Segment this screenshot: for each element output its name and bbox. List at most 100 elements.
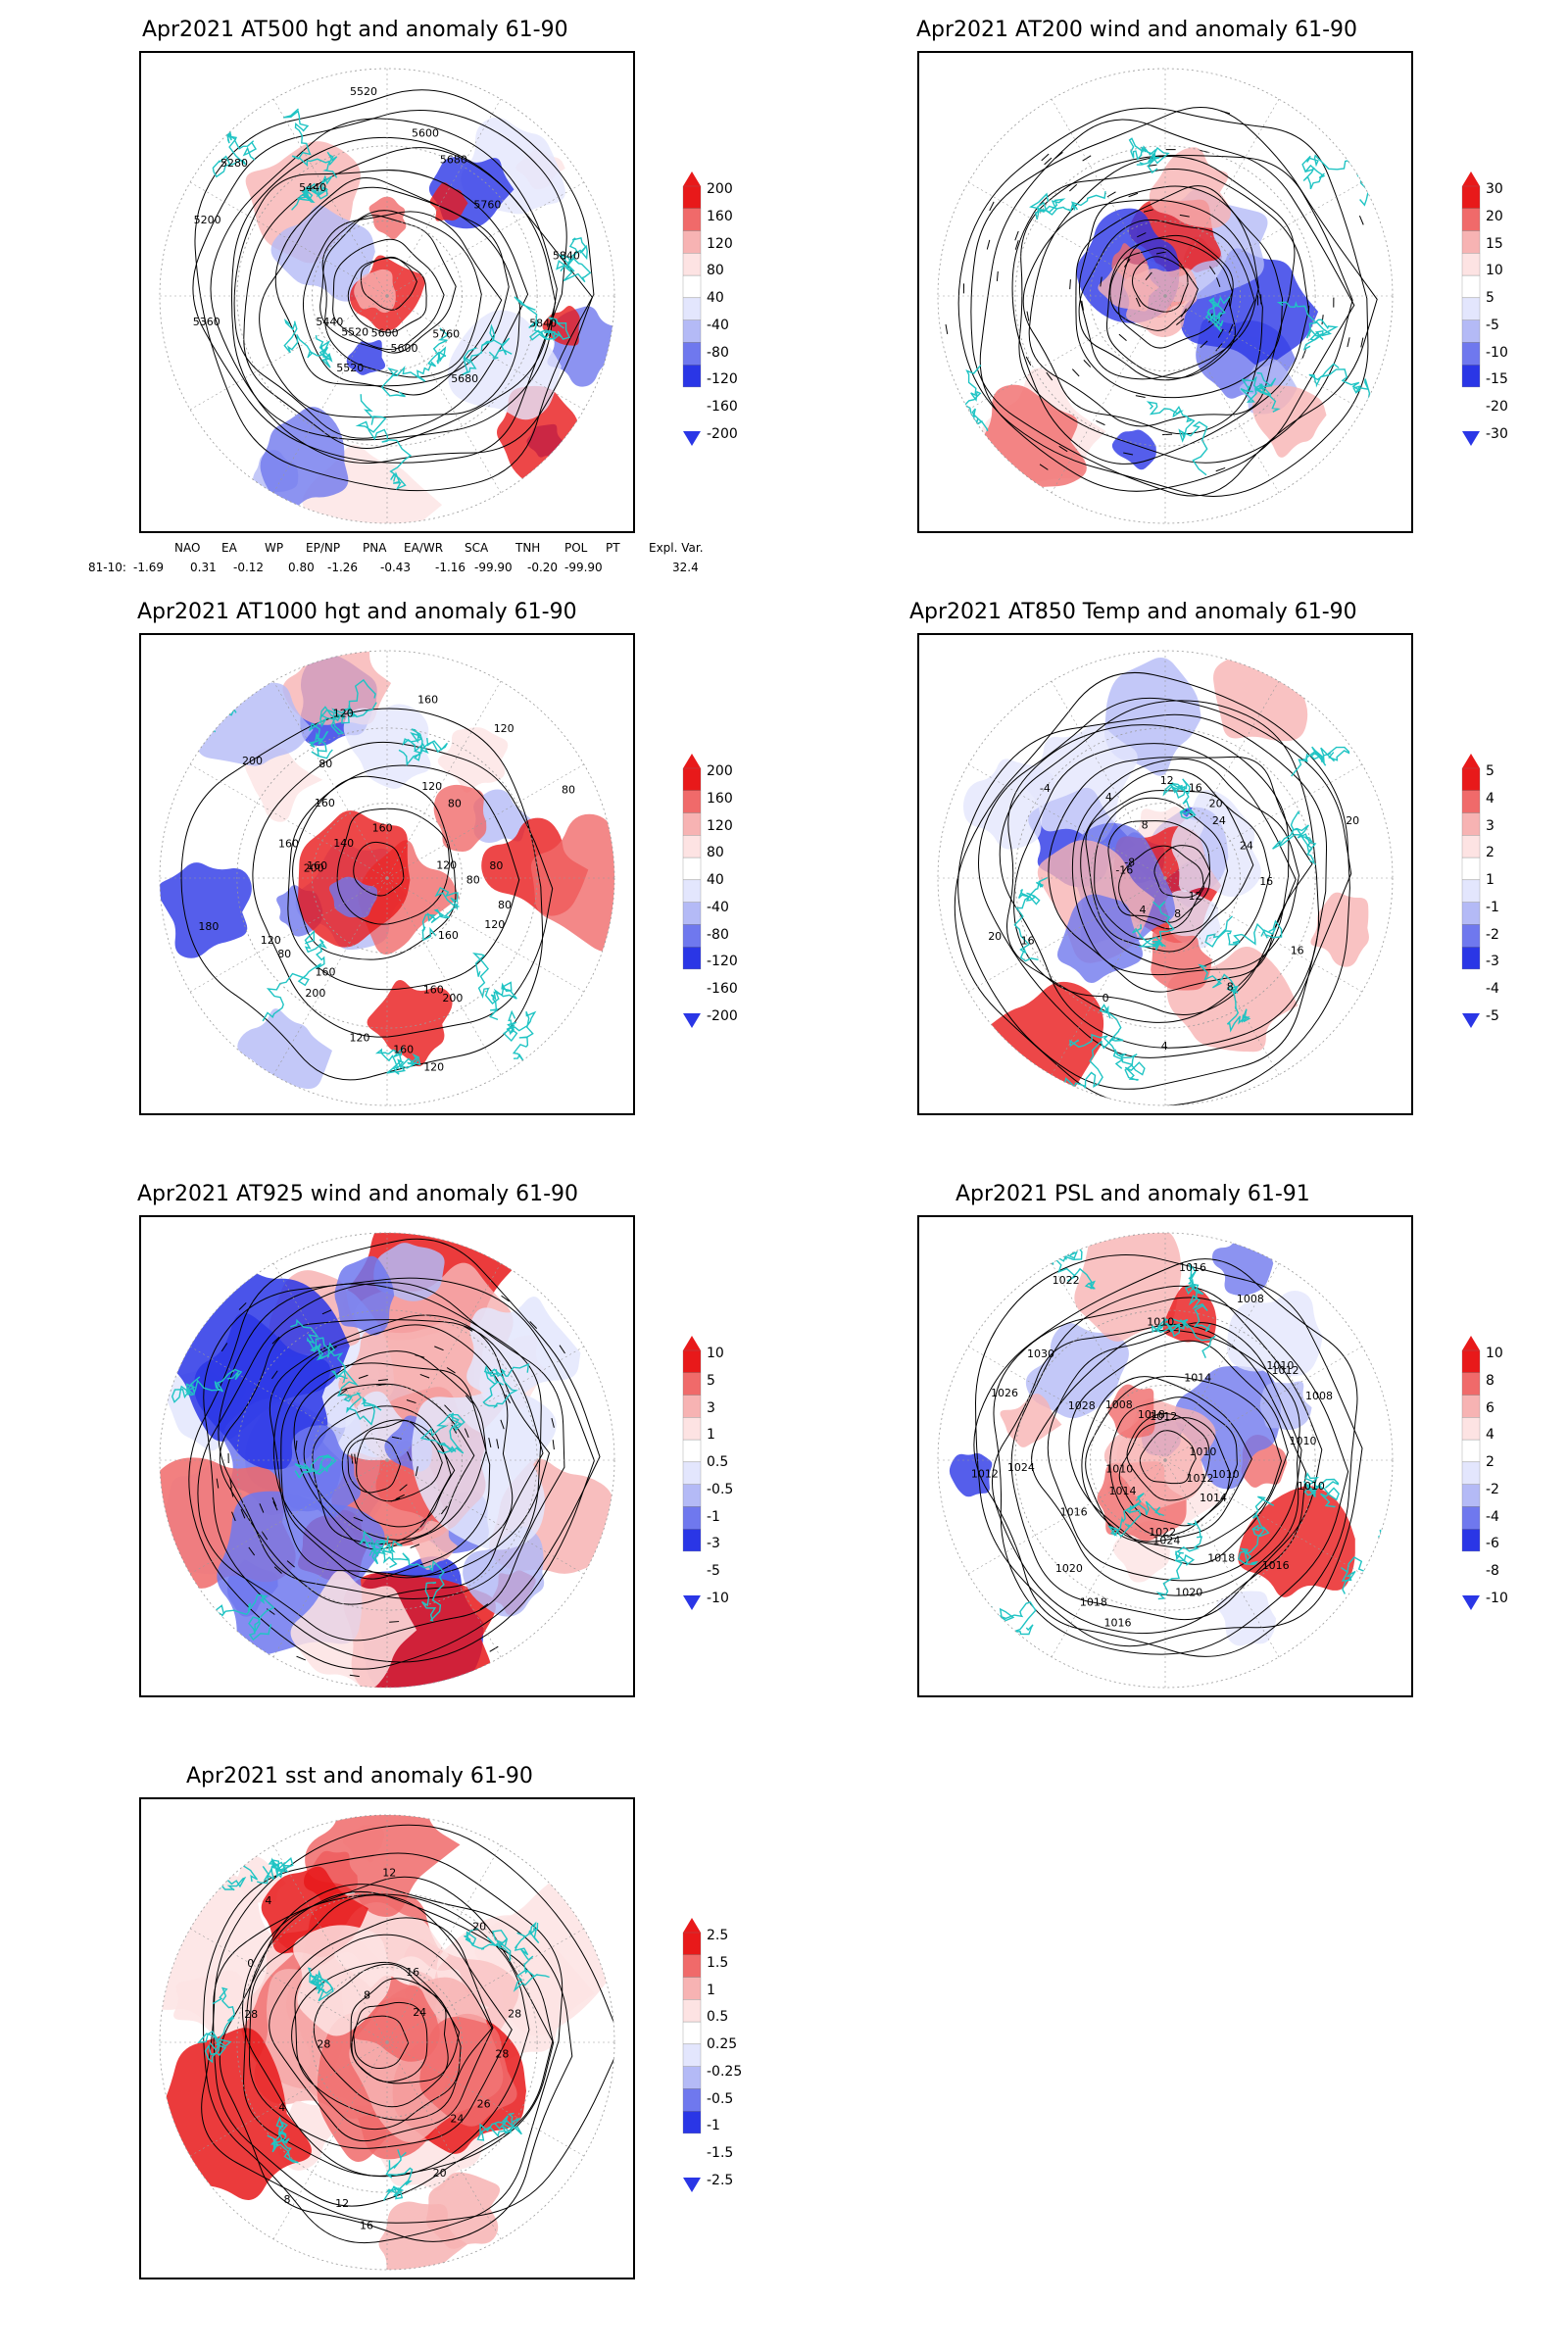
anomaly-shading bbox=[290, 1570, 417, 1688]
contour-line bbox=[197, 1282, 565, 1642]
colorbar-label: 0.25 bbox=[707, 2036, 738, 2053]
colorbar-swatch bbox=[682, 1932, 702, 1955]
map-at200 bbox=[917, 51, 1413, 533]
contour-label: 120 bbox=[484, 918, 505, 931]
colorbar-label: 5 bbox=[1486, 763, 1494, 779]
contour-line bbox=[351, 2001, 428, 2082]
map-content bbox=[160, 651, 614, 1090]
contour-line bbox=[313, 1963, 449, 2108]
contour-label: 20 bbox=[988, 930, 1002, 943]
contour-line bbox=[1031, 1329, 1300, 1596]
meridian-line bbox=[272, 295, 388, 494]
colorbar-label: 1 bbox=[707, 1982, 715, 1998]
wind-streamline bbox=[407, 1451, 412, 1461]
map-at1000: 80 80 120 160 200 160 120 160 120 200 160 80 120 180 2… bbox=[139, 633, 635, 1115]
contour-label: 200 bbox=[442, 992, 463, 1004]
coastline bbox=[1204, 296, 1231, 332]
contour-label: 120 bbox=[350, 1032, 370, 1045]
colorbar-swatch bbox=[1461, 835, 1481, 858]
map-content bbox=[160, 1815, 614, 2270]
contour-label: 160 bbox=[372, 821, 393, 834]
colorbar-label: 3 bbox=[1486, 817, 1494, 834]
contour-label: 1014 bbox=[1184, 1372, 1211, 1385]
polar-map-svg: 8080120160200160120160120200160801201802… bbox=[159, 650, 615, 1106]
contour-label: 4 bbox=[1105, 791, 1112, 804]
contour-label: 16 bbox=[1291, 945, 1304, 957]
meridian-line bbox=[1051, 877, 1166, 1076]
contour-line bbox=[1081, 1376, 1252, 1543]
contour-line bbox=[188, 1238, 601, 1670]
contour-line bbox=[1118, 237, 1234, 349]
contour-label: 1010 bbox=[1212, 1468, 1240, 1481]
colorbar-swatch bbox=[1461, 297, 1481, 320]
colorbar-psl: 10 8 6 4 2 -2 -4 -6 -8 -10 bbox=[1460, 1336, 1529, 1610]
anomaly-shading bbox=[1310, 892, 1369, 967]
latitude-circle bbox=[236, 1891, 538, 2193]
contour-label: 80 bbox=[562, 784, 575, 797]
contour-label: 160 bbox=[417, 694, 438, 707]
coastline bbox=[1198, 963, 1251, 1033]
contour-line bbox=[1132, 256, 1189, 313]
meridian-line bbox=[386, 877, 585, 993]
colorbar-swatch bbox=[682, 1417, 702, 1441]
anomaly-shading bbox=[328, 876, 378, 918]
colorbar-label: -3 bbox=[1486, 954, 1499, 970]
contour-line bbox=[1075, 185, 1284, 399]
colorbar-label: 6 bbox=[1486, 1399, 1494, 1416]
wind-streamline bbox=[500, 1419, 505, 1430]
contour-label: 28 bbox=[317, 2038, 330, 2051]
contour-line bbox=[973, 1258, 1358, 1657]
contour-label: 160 bbox=[393, 1044, 414, 1056]
contour-label: 1010 bbox=[1147, 1315, 1174, 1328]
wind-streamline bbox=[1358, 215, 1364, 225]
coastline bbox=[514, 296, 570, 342]
colorbar-swatch bbox=[682, 1439, 702, 1462]
contour-line bbox=[1022, 199, 1263, 435]
index-row-label: 81-10: bbox=[88, 561, 126, 574]
contour-label: 8 bbox=[1174, 907, 1181, 920]
contour-line bbox=[293, 1350, 487, 1550]
colorbar-label: 200 bbox=[707, 181, 733, 197]
contour-label: -4 bbox=[1040, 782, 1051, 795]
coastline bbox=[307, 1967, 334, 2002]
contour-label: 1010 bbox=[1189, 1446, 1216, 1458]
coastline bbox=[1146, 401, 1208, 476]
colorbar-label: 160 bbox=[707, 790, 733, 807]
anomaly-shading bbox=[1238, 1486, 1355, 1597]
wind-streamline bbox=[989, 201, 995, 212]
wind-streamline bbox=[1025, 356, 1032, 367]
colorbar-arrow-bottom bbox=[683, 1013, 701, 1028]
contour-line bbox=[230, 136, 593, 465]
wind-streamline bbox=[1155, 251, 1166, 255]
contour-label: 80 bbox=[466, 873, 480, 886]
wind-streamline bbox=[272, 1500, 278, 1511]
colorbar-swatch bbox=[682, 812, 702, 836]
contour-line bbox=[1085, 790, 1254, 953]
wind-streamline bbox=[349, 1674, 360, 1678]
wind-streamline bbox=[1180, 308, 1187, 318]
colorbar-svg bbox=[682, 1336, 702, 1610]
colorbar-label: -3 bbox=[707, 1536, 720, 1552]
index-value-pna: -1.26 bbox=[327, 561, 359, 574]
wind-streamline bbox=[220, 1343, 228, 1352]
contour-label: 20 bbox=[1209, 798, 1223, 810]
meridian-line bbox=[1164, 763, 1363, 879]
contour-line bbox=[1107, 820, 1211, 923]
colorbar-label: -10 bbox=[707, 1591, 729, 1606]
colorbar-label: 10 bbox=[1486, 263, 1503, 279]
map-sst: 28 26 24 20 16 12 8 4 28 28 0 4 8 12 16 20 24 28 bbox=[139, 1797, 635, 2279]
wind-streamline bbox=[996, 270, 999, 281]
colorbar-swatch bbox=[682, 1372, 702, 1396]
meridian-line bbox=[386, 2041, 502, 2240]
wind-streamline bbox=[1118, 333, 1127, 342]
coastline bbox=[262, 929, 327, 1022]
meridian-line bbox=[386, 680, 502, 879]
colorbar-swatch bbox=[1461, 319, 1481, 343]
contour-label: 1016 bbox=[1104, 1617, 1132, 1630]
colorbar-swatch bbox=[682, 1529, 702, 1552]
contour-line bbox=[203, 1277, 595, 1663]
colorbar-label: -40 bbox=[707, 317, 729, 333]
coastline bbox=[1162, 778, 1197, 819]
colorbar-label: 1.5 bbox=[707, 1954, 729, 1971]
contour-label: 1014 bbox=[1109, 1485, 1137, 1497]
